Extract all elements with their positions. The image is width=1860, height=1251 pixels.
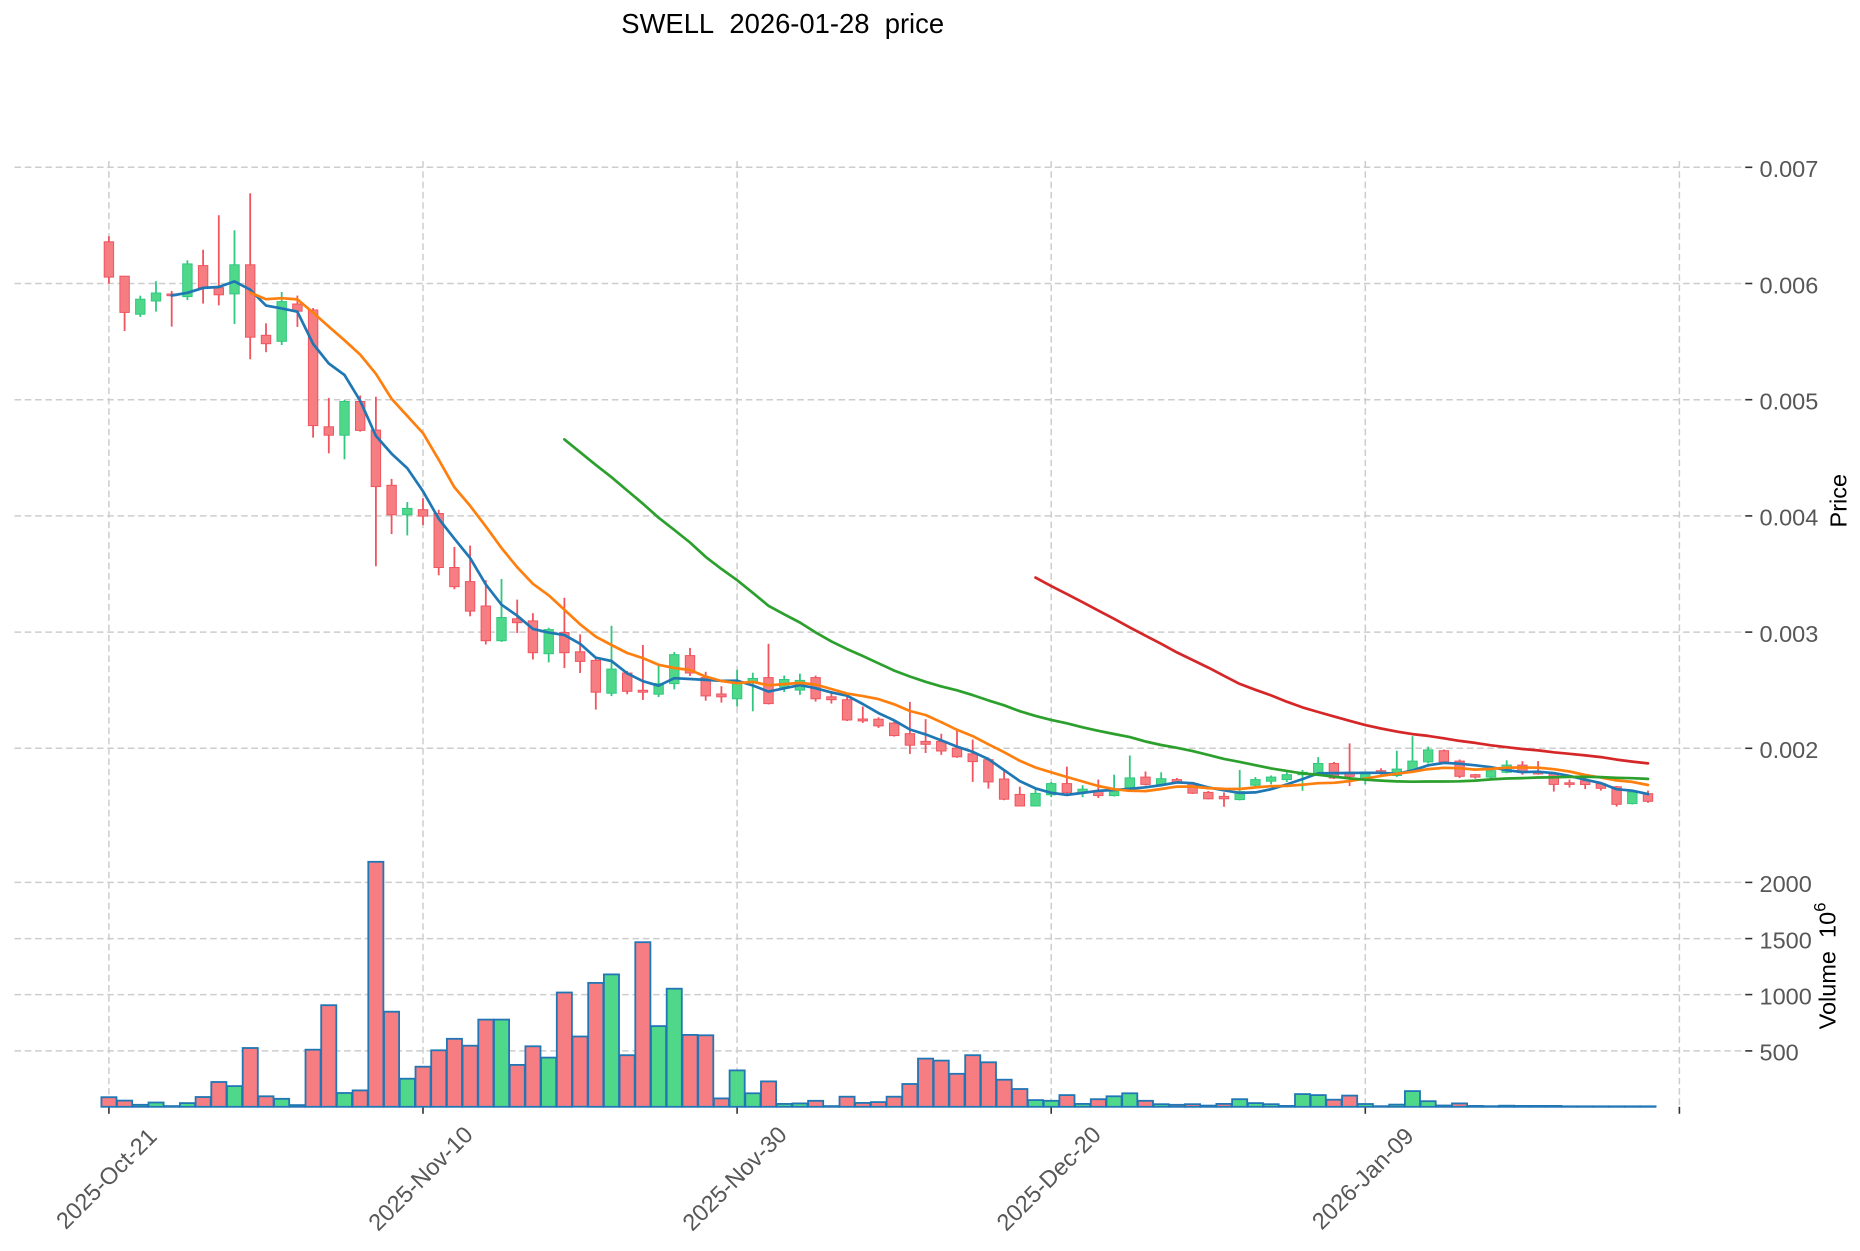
svg-text:0.005: 0.005 (1760, 389, 1819, 415)
svg-text:2000: 2000 (1760, 871, 1812, 897)
svg-text:0.004: 0.004 (1760, 505, 1819, 531)
svg-text:0.003: 0.003 (1760, 621, 1819, 647)
svg-text:1500: 1500 (1760, 927, 1812, 953)
svg-text:0.006: 0.006 (1760, 272, 1819, 298)
svg-text:500: 500 (1760, 1040, 1799, 1066)
svg-text:0.007: 0.007 (1760, 156, 1819, 182)
svg-text:1000: 1000 (1760, 983, 1812, 1009)
svg-text:0.002: 0.002 (1760, 737, 1819, 763)
svg-text:SWELL 2026-01-28 price: SWELL 2026-01-28 price (621, 8, 944, 39)
svg-text:Volume 106: Volume 106 (1812, 903, 1841, 1030)
svg-text:Price: Price (1826, 474, 1852, 528)
